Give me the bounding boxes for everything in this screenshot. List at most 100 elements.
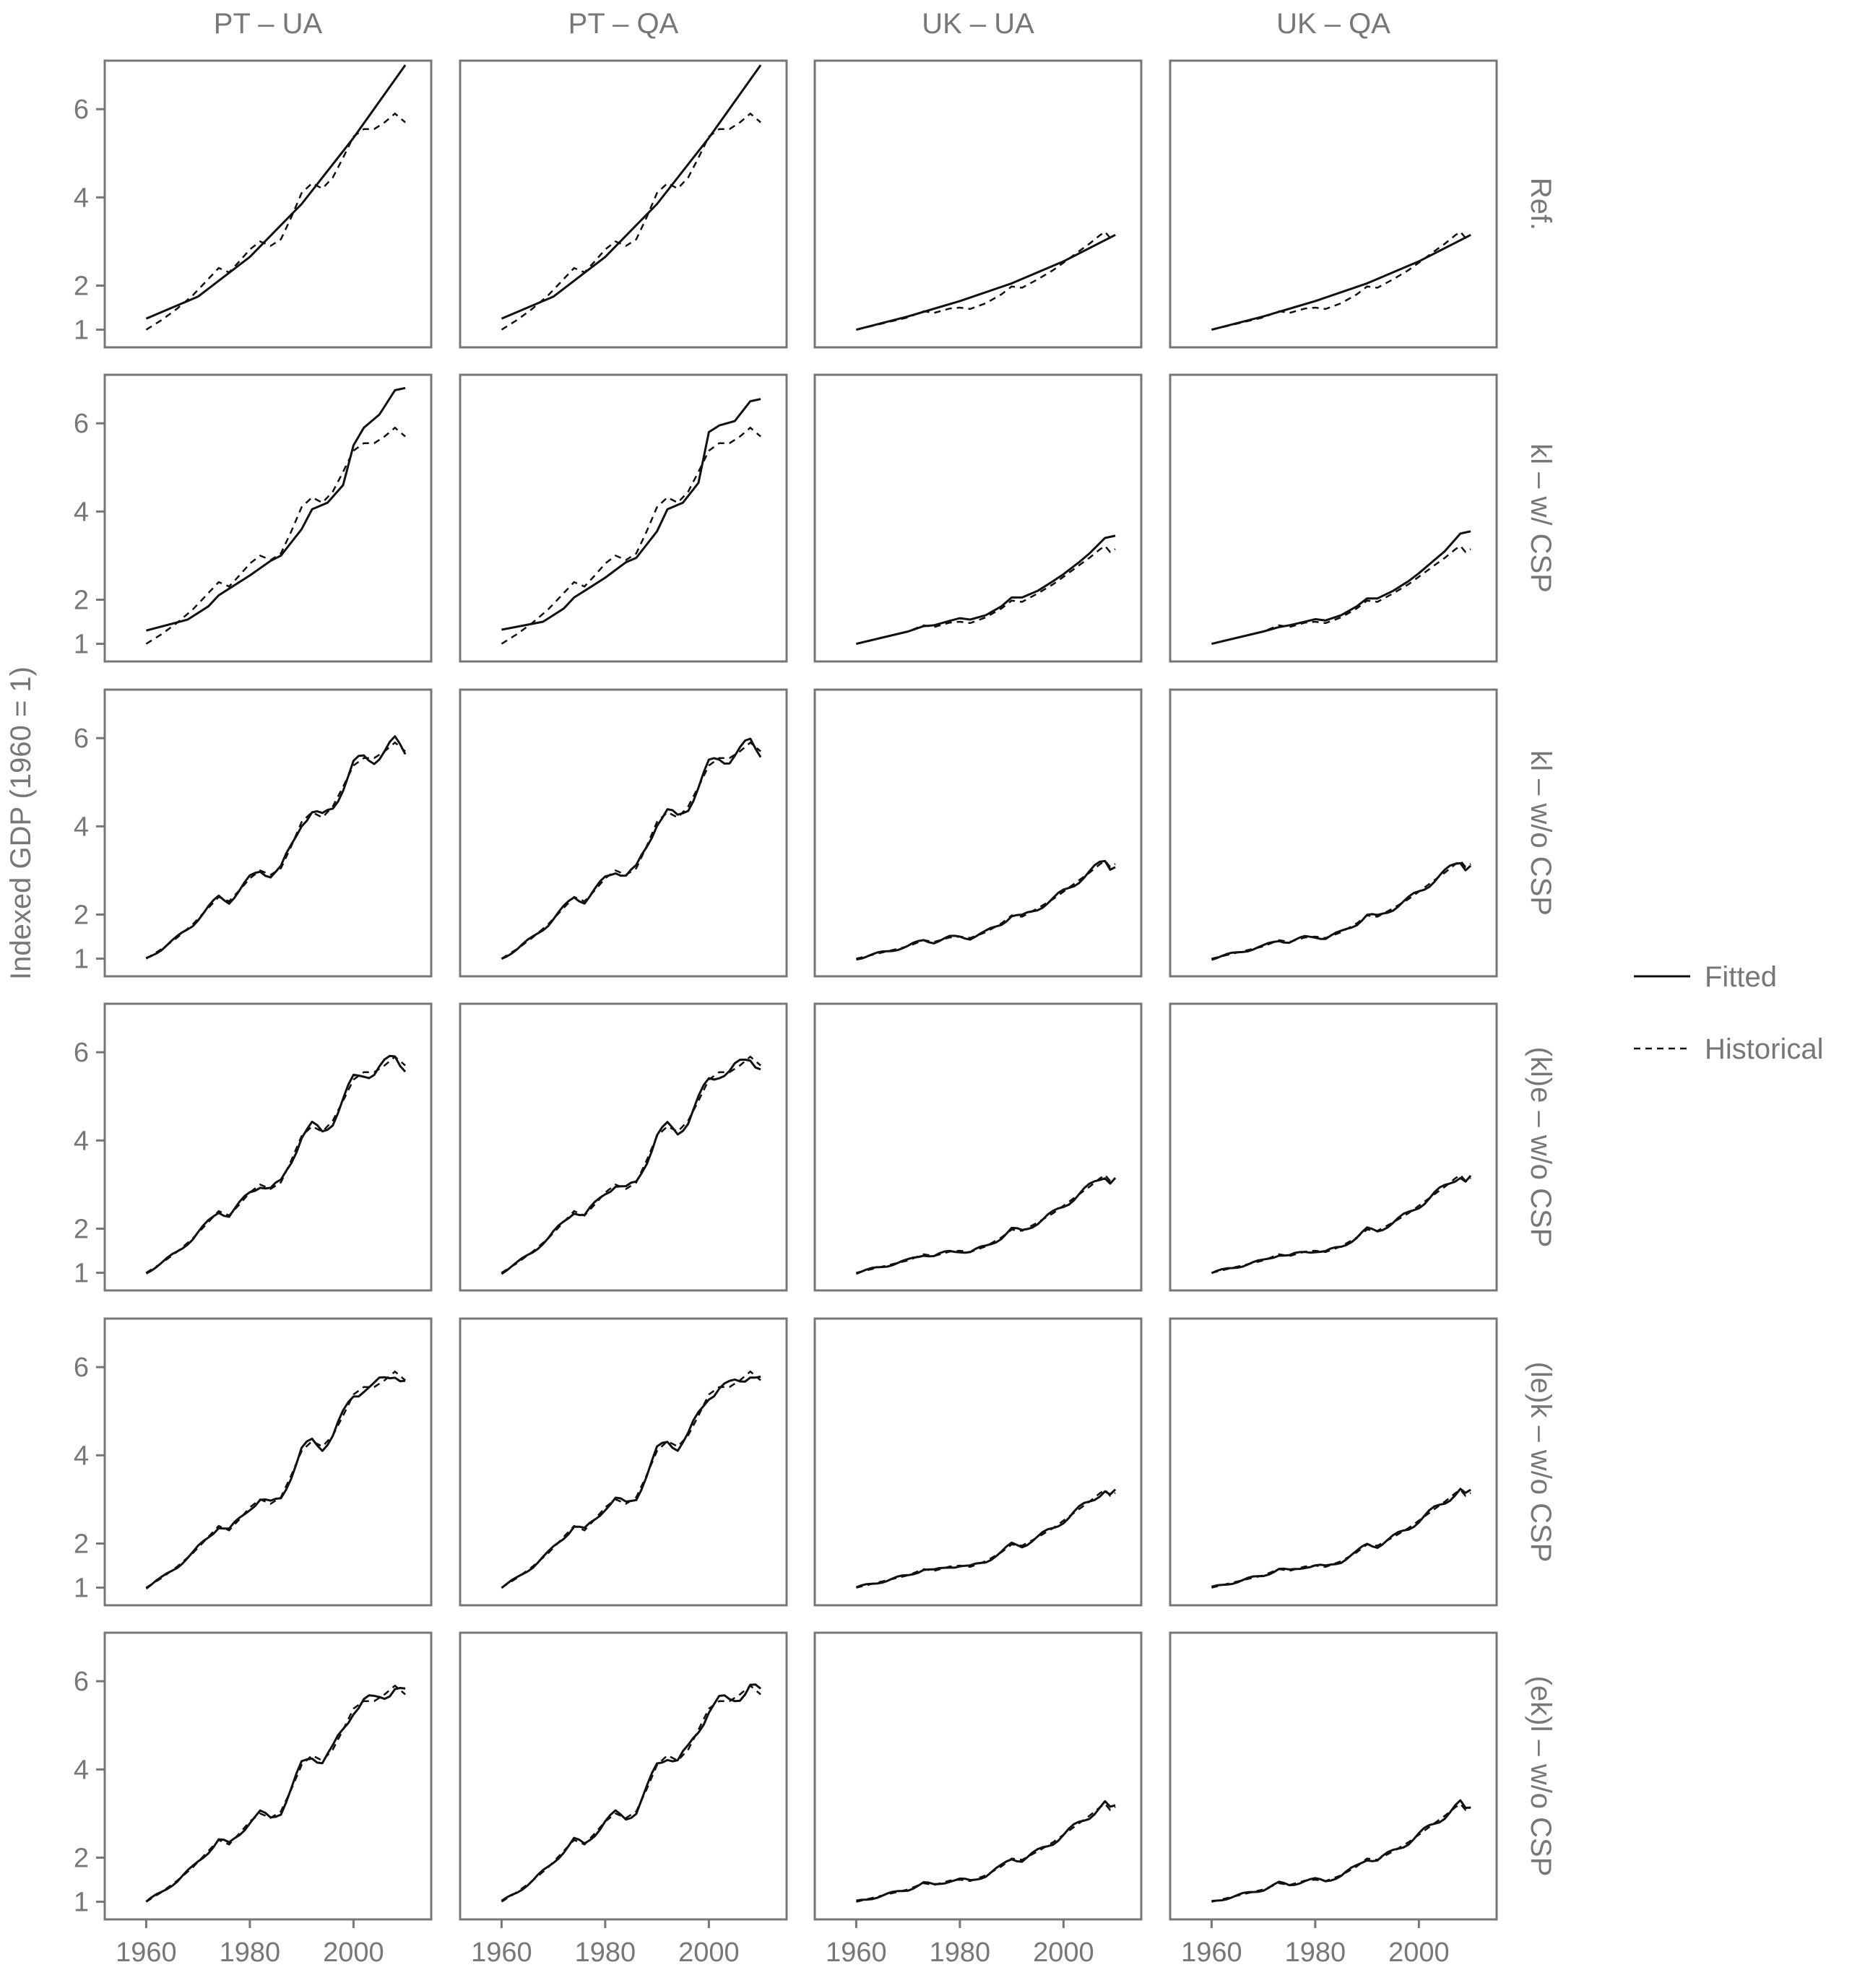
panel-border	[813, 1317, 1143, 1607]
fitted-series-line	[501, 1375, 761, 1589]
historical-series-line	[856, 544, 1116, 645]
y-tick-label: 6	[74, 409, 89, 439]
panel-border	[1169, 688, 1498, 978]
panel: 1 2 4 6	[74, 373, 433, 663]
y-tick-label: 1	[74, 316, 89, 346]
panel-border	[1169, 1631, 1498, 1921]
fitted-series-line	[1211, 233, 1471, 331]
y-tick-label: 2	[74, 585, 89, 615]
panel-border	[1169, 59, 1498, 349]
panel	[813, 373, 1143, 663]
y-tick-label: 1	[74, 1259, 89, 1289]
historical-series-line	[1211, 1802, 1471, 1903]
historical-series-line	[1211, 859, 1471, 960]
panel-border	[1169, 1002, 1498, 1292]
x-tick-label: 2000	[1033, 1937, 1094, 1968]
panel-border	[813, 1002, 1143, 1292]
fitted-series-line	[145, 1054, 407, 1275]
panel: 1960 1980 2000	[1169, 1631, 1498, 1968]
panel	[459, 59, 788, 349]
panel	[813, 1317, 1143, 1607]
y-tick-label: 1	[74, 630, 89, 660]
column-strip-label: PT – QA	[568, 8, 679, 40]
legend-fitted-label: Fitted	[1705, 961, 1777, 993]
panel	[813, 688, 1143, 978]
historical-series-line	[856, 1488, 1116, 1589]
legend: Fitted Historical	[1634, 961, 1823, 1065]
panel	[1169, 1002, 1498, 1292]
historical-series-line	[501, 1055, 761, 1274]
panel	[1169, 373, 1498, 663]
panel	[459, 1002, 788, 1292]
y-axis-title: Indexed GDP (1960 = 1)	[5, 667, 37, 980]
row-strip-label: Ref.	[1525, 178, 1557, 230]
historical-series-line	[856, 1173, 1116, 1274]
legend-historical-label: Historical	[1705, 1033, 1823, 1065]
panel-border	[103, 59, 433, 349]
x-tick-label: 2000	[678, 1937, 740, 1968]
fitted-series-line	[1211, 530, 1471, 646]
y-tick-label: 6	[74, 724, 89, 754]
historical-series-line	[501, 112, 761, 331]
historical-series-line	[145, 426, 406, 645]
fitted-series-line	[145, 735, 407, 960]
panel: 1 2 4 6 1960 1980 2000	[74, 1631, 433, 1968]
panel	[813, 59, 1143, 349]
x-tick-label: 1960	[471, 1937, 532, 1968]
row-strip-label: (ek)l – w/o CSP	[1525, 1676, 1557, 1877]
panel-border	[103, 1002, 433, 1292]
panel-border	[1169, 1317, 1498, 1607]
y-tick-label: 6	[74, 1038, 89, 1068]
fitted-series-line	[855, 1177, 1117, 1275]
y-tick-label: 2	[74, 1214, 89, 1244]
panel-border	[459, 1631, 788, 1921]
x-tick-label: 1980	[1285, 1937, 1346, 1968]
fitted-series-line	[855, 1488, 1117, 1589]
historical-series-line	[856, 230, 1116, 331]
fitted-series-line	[501, 64, 762, 320]
historical-series-line	[1211, 230, 1471, 331]
y-tick-label: 4	[74, 1441, 89, 1471]
historical-series-line	[501, 1684, 761, 1903]
panel	[459, 373, 788, 663]
fitted-series-line	[856, 859, 1116, 961]
panel: 1960 1980 2000	[813, 1631, 1143, 1968]
y-tick-label: 6	[74, 95, 89, 125]
y-tick-label: 6	[74, 1353, 89, 1383]
y-tick-label: 2	[74, 1529, 89, 1559]
panel-border	[813, 688, 1143, 978]
y-tick-label: 1	[74, 1574, 89, 1604]
fitted-series-line	[856, 534, 1116, 646]
column-strip-label: PT – UA	[214, 8, 323, 40]
panel	[813, 1002, 1143, 1292]
fitted-series-line	[856, 233, 1116, 331]
fitted-series-line	[145, 64, 407, 320]
panel	[1169, 688, 1498, 978]
fitted-series-line	[146, 386, 406, 632]
y-tick-label: 1	[74, 1888, 89, 1918]
historical-series-line	[501, 426, 761, 645]
y-tick-label: 4	[74, 497, 89, 527]
row-strip-label: kl – w/ CSP	[1525, 443, 1557, 593]
x-tick-label: 1980	[930, 1937, 991, 1968]
historical-series-line	[145, 1055, 406, 1274]
panel	[459, 1317, 788, 1607]
y-tick-label: 4	[74, 1126, 89, 1156]
fitted-series-line	[501, 1058, 761, 1275]
x-tick-label: 1960	[1181, 1937, 1242, 1968]
panel-border	[459, 1002, 788, 1292]
x-tick-label: 1980	[220, 1937, 281, 1968]
historical-series-line	[1211, 1173, 1471, 1274]
panel-border	[813, 59, 1143, 349]
y-tick-label: 1	[74, 945, 89, 975]
panel-border	[459, 1317, 788, 1607]
row-strip-label: kl – w/o CSP	[1525, 750, 1557, 916]
fitted-series-line	[501, 737, 762, 960]
panel-border	[103, 373, 433, 663]
panel-border	[459, 688, 788, 978]
fitted-series-line	[856, 1800, 1116, 1902]
historical-series-line	[145, 1684, 406, 1903]
historical-series-line	[501, 1370, 761, 1589]
panel	[459, 688, 788, 978]
